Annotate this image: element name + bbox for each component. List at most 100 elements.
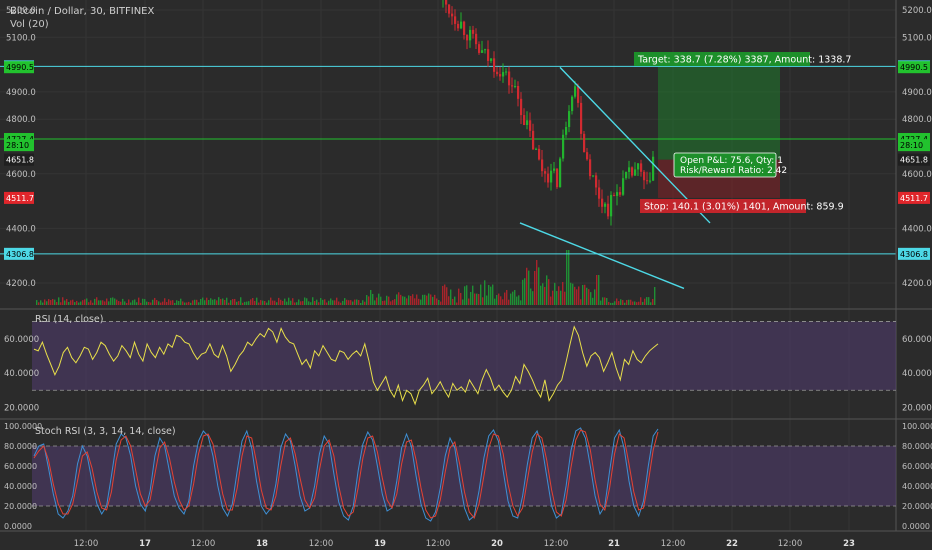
candle-body [580, 102, 583, 134]
volume-bar [224, 299, 226, 305]
volume-bar [484, 280, 486, 305]
volume-bar [532, 291, 534, 305]
volume-bar [428, 293, 430, 305]
volume-bar [276, 302, 278, 305]
volume-bar [388, 296, 390, 305]
volume-bar [430, 294, 432, 305]
volume-bar [330, 298, 332, 305]
volume-bar [482, 297, 484, 305]
volume-bar [258, 302, 260, 305]
volume-bar [148, 301, 150, 305]
volume-bar [182, 301, 184, 305]
stop-label-box[interactable]: Stop: 140.1 (3.01%) 1401, Amount: 859.9 [640, 199, 844, 213]
volume-bar [588, 289, 590, 305]
candle-body [538, 148, 541, 160]
volume-bar [496, 294, 498, 305]
volume-bar [100, 300, 102, 305]
volume-bar [320, 298, 322, 305]
volume-bar [450, 289, 452, 305]
volume-bar [560, 290, 562, 305]
target-price-badge-right-text: 4990.5 [900, 63, 928, 72]
timer-badge-right [898, 139, 930, 152]
volume-bar [96, 297, 98, 305]
pnl-box[interactable]: Open P&L: 75.6, Qty: 1 Risk/Reward Ratio… [673, 152, 787, 178]
volume-bar [226, 297, 228, 305]
volume-bar [174, 302, 176, 305]
volume-bar [120, 301, 122, 305]
volume-bar [48, 299, 50, 305]
rsi-line [33, 325, 659, 406]
volume-bar [146, 301, 148, 305]
volume-bar [314, 300, 316, 305]
volume-bar [454, 296, 456, 305]
lower-trendline[interactable] [519, 222, 685, 290]
volume-bar [362, 300, 364, 305]
time-tick: 20 [491, 539, 503, 549]
volume-bar [272, 300, 274, 305]
volume-bar [94, 298, 96, 305]
candle-body [601, 198, 604, 207]
time-tick: 12:00 [309, 539, 334, 549]
candle-body [607, 203, 610, 217]
volume-bar [212, 299, 214, 305]
candle-body [529, 120, 532, 131]
volume-bar [498, 293, 500, 305]
volume-bar [260, 300, 262, 305]
volume-bar [460, 292, 462, 305]
volume-bar [128, 299, 130, 305]
volume-bar [350, 300, 352, 305]
volume-bar [374, 300, 376, 305]
price-tick-right: 4400.0 [902, 224, 932, 234]
volume-bar [608, 301, 610, 305]
volume-bar [140, 302, 142, 305]
candle-body [622, 178, 625, 195]
volume-bar [278, 297, 280, 305]
last-price-badge-left [4, 153, 34, 166]
volume-bar [268, 300, 270, 305]
volume-bar [54, 299, 56, 305]
support-level-badge-left [4, 247, 34, 260]
support-level-badge-right-text: 4306.8 [900, 250, 928, 259]
candle-body [457, 23, 460, 29]
rsi-tick-right: 60.0000 [902, 335, 932, 345]
upper-trendline[interactable] [559, 66, 711, 224]
volume-bar [342, 300, 344, 305]
volume-bar [86, 298, 88, 305]
target-zone[interactable] [658, 66, 780, 160]
target-label-box[interactable]: Target: 338.7 (7.28%) 3387, Amount: 1338… [634, 52, 851, 66]
volume-bar [366, 295, 368, 305]
volume-bar [136, 302, 138, 305]
volume-bar [290, 300, 292, 305]
volume-bar [144, 299, 146, 305]
volume-bar [372, 293, 374, 305]
volume-bar [586, 287, 588, 305]
volume-bar [508, 299, 510, 305]
volume-bar [262, 300, 264, 305]
volume-bar [208, 300, 210, 305]
volume-bar [392, 300, 394, 305]
stoch-rsi-pane: 100.0000 100.0000 80.0000 80.0000 60.0000 60.… [4, 422, 932, 531]
volume-bar [232, 299, 234, 305]
candle-body [511, 85, 514, 87]
volume-bar [122, 298, 124, 305]
volume-bar [346, 299, 348, 305]
volume-bar [116, 299, 118, 305]
volume-bar [538, 267, 540, 305]
volume-bar [300, 301, 302, 305]
price-tick-left: 4400.0 [6, 224, 36, 234]
volume-bar [318, 302, 320, 305]
rsi-tick-right: 40.0000 [902, 369, 932, 379]
volume-bar [308, 301, 310, 305]
trendlines[interactable] [519, 66, 711, 290]
volume-indicator-label: Vol (20) [10, 19, 49, 30]
stoch-tick-right: 60.0000 [902, 462, 932, 471]
candle-body [541, 159, 544, 172]
volume-bar [486, 295, 488, 305]
volume-bar [172, 300, 174, 305]
volume-bar [564, 291, 566, 305]
stoch-tick-right: 20.0000 [902, 502, 932, 511]
candle-body [637, 163, 640, 170]
candle-body [595, 175, 598, 188]
time-tick: 21 [608, 539, 620, 549]
volume-bar [512, 291, 514, 305]
